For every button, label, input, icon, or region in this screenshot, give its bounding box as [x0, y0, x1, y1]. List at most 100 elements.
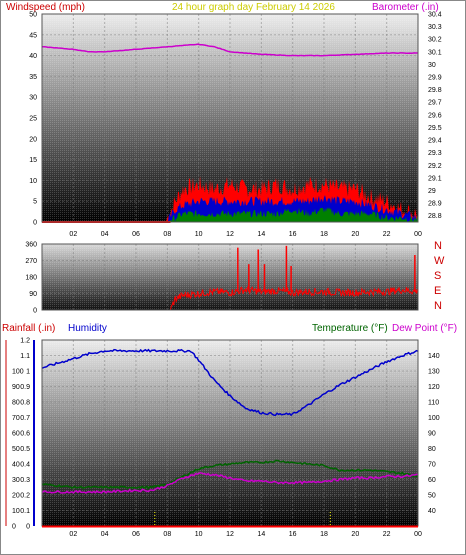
dewpoint-axis-label: Dew Point (°F) [392, 323, 457, 334]
direction-tick-label: 0 [33, 308, 37, 315]
rain-tick-label: 1.2 [20, 338, 30, 345]
rain-tick-label: 0.1 [20, 508, 30, 515]
baro-tick-label: 30.3 [428, 24, 442, 31]
baro-tick-label: 29.5 [428, 125, 442, 132]
humidity-tick-label: 70 [12, 415, 20, 422]
temperature-tick-label: 50 [428, 493, 436, 500]
direction-tick-label: 270 [25, 258, 37, 265]
baro-tick-label: 28.9 [428, 201, 442, 208]
compass-label: S [434, 270, 441, 282]
rain-tick-label: 1 [26, 369, 30, 376]
x-tick-label: 00 [414, 531, 422, 538]
wind-tick-label: 0 [33, 220, 37, 227]
direction-series [42, 245, 419, 311]
temperature-tick-label: 140 [428, 353, 440, 360]
humidity-tick-label: 90 [12, 384, 20, 391]
x-tick-label: 22 [383, 231, 391, 238]
axis-ticks: 0202040406060808101012121414161618182020… [12, 12, 442, 539]
temperature-axis-label: Temperature (°F) [312, 323, 388, 334]
x-tick-label: 18 [320, 231, 328, 238]
temperature-tick-label: 60 [428, 477, 436, 484]
wind-tick-label: 10 [29, 178, 37, 185]
x-tick-label: 10 [195, 231, 203, 238]
humidity-tick-label: 80 [12, 400, 20, 407]
compass-label: W [434, 255, 445, 267]
wind-tick-label: 50 [29, 12, 37, 19]
humidity-axis-label: Humidity [68, 323, 107, 334]
x-tick-label: 22 [383, 531, 391, 538]
rain-axis-label: Rainfall (.in) [2, 323, 55, 334]
baro-tick-label: 29.2 [428, 163, 442, 170]
x-tick-label: 16 [289, 231, 297, 238]
direction-tick-label: 360 [25, 242, 37, 249]
dewpoint-line [41, 471, 418, 494]
x-tick-label: 20 [351, 231, 359, 238]
temperature-tick-label: 70 [428, 462, 436, 469]
baro-axis-label: Barometer (.in) [372, 2, 439, 13]
wind-tick-label: 35 [29, 74, 37, 81]
x-tick-label: 14 [257, 231, 265, 238]
rain-tick-label: 0.7 [20, 415, 30, 422]
wind-tick-label: 25 [29, 116, 37, 123]
temperature-line [41, 459, 419, 490]
baro-tick-label: 30.4 [428, 12, 442, 19]
baro-tick-label: 29.6 [428, 112, 442, 119]
x-tick-label: 14 [257, 531, 265, 538]
baro-tick-label: 29.1 [428, 175, 442, 182]
wind-tick-label: 40 [29, 53, 37, 60]
compass-label: N [434, 240, 442, 252]
baro-tick-label: 30.2 [428, 37, 442, 44]
baro-tick-label: 29.8 [428, 87, 442, 94]
humidity-tick-label: 10 [12, 508, 20, 515]
baro-tick-label: 29.7 [428, 100, 442, 107]
wind-direction-line [42, 285, 419, 311]
baro-tick-label: 30 [428, 62, 436, 69]
x-tick-label: 12 [226, 531, 234, 538]
barometer-line [42, 43, 418, 57]
temperature-humidity-series [41, 348, 419, 525]
temperature-tick-label: 120 [428, 384, 440, 391]
x-tick-label: 04 [101, 531, 109, 538]
x-tick-label: 12 [226, 231, 234, 238]
rain-tick-label: 0.8 [20, 400, 30, 407]
baro-tick-label: 29.3 [428, 150, 442, 157]
baro-tick-label: 28.8 [428, 213, 442, 220]
wind-tick-label: 20 [29, 136, 37, 143]
wind-tick-label: 15 [29, 157, 37, 164]
wind-tick-label: 5 [33, 199, 37, 206]
x-tick-label: 10 [195, 531, 203, 538]
x-tick-label: 02 [69, 531, 77, 538]
x-tick-label: 08 [163, 231, 171, 238]
humidity-tick-label: 60 [12, 431, 20, 438]
rain-tick-label: 0.2 [20, 493, 30, 500]
baro-tick-label: 29 [428, 188, 436, 195]
wind-axis-label: Windspeed (mph) [6, 2, 85, 13]
wind-average-area [42, 207, 418, 222]
x-tick-label: 20 [351, 531, 359, 538]
x-tick-label: 06 [132, 531, 140, 538]
humidity-tick-label: 40 [12, 462, 20, 469]
chart-title: 24 hour graph day February 14 2026 [172, 2, 335, 13]
wind-tick-label: 30 [29, 95, 37, 102]
barometer-series [42, 43, 418, 57]
x-tick-label: 16 [289, 531, 297, 538]
temperature-tick-label: 100 [428, 415, 440, 422]
rain-tick-label: 1.1 [20, 353, 30, 360]
baro-tick-label: 29.9 [428, 75, 442, 82]
baro-tick-label: 30.1 [428, 49, 442, 56]
compass-label: N [434, 300, 442, 312]
compass-label: E [434, 285, 441, 297]
direction-tick-label: 90 [29, 291, 37, 298]
x-tick-label: 00 [414, 231, 422, 238]
humidity-tick-label: 20 [12, 493, 20, 500]
temperature-tick-label: 40 [428, 508, 436, 515]
temperature-tick-label: 130 [428, 369, 440, 376]
rain-tick-label: 0.9 [20, 384, 30, 391]
humidity-tick-label: 100 [12, 369, 24, 376]
rain-tick-label: 0 [26, 524, 30, 531]
x-tick-label: 18 [320, 531, 328, 538]
humidity-tick-label: 0 [12, 524, 16, 531]
rain-tick-label: 0.5 [20, 446, 30, 453]
